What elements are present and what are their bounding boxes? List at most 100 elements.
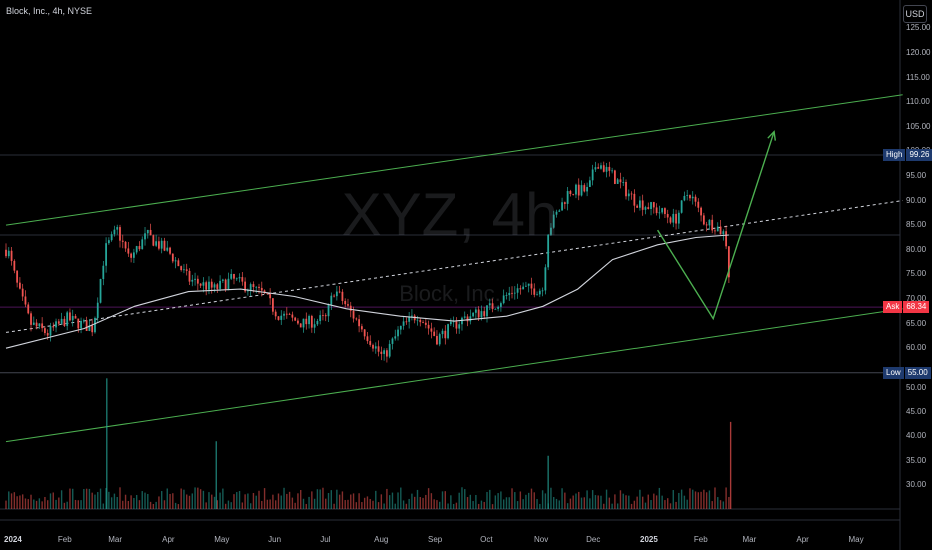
- candle-body: [569, 191, 572, 194]
- volume-bar: [616, 503, 619, 509]
- volume-bar: [575, 493, 577, 509]
- channel-mid-line: [5, 200, 903, 333]
- candle-body: [52, 326, 55, 328]
- candle-body: [449, 321, 452, 325]
- volume-bar: [419, 497, 421, 509]
- volume-bar: [697, 492, 700, 509]
- candle-body: [116, 227, 119, 230]
- volume-bar: [580, 497, 583, 509]
- volume-bar: [158, 496, 160, 509]
- candle-body: [444, 330, 447, 339]
- candle-body: [244, 281, 247, 292]
- candle-body: [44, 328, 46, 334]
- price-tick-label: 90.00: [906, 195, 927, 205]
- volume-bar: [541, 490, 544, 509]
- price-tick-label: 85.00: [906, 220, 927, 230]
- volume-bar: [355, 502, 358, 509]
- candle-body: [74, 315, 77, 319]
- time-tick-label: Aug: [374, 535, 389, 544]
- volume-bar: [728, 497, 730, 509]
- volume-bar: [352, 493, 355, 509]
- volume-bar: [116, 496, 118, 509]
- candle-body: [452, 321, 455, 323]
- candle-body: [472, 312, 474, 317]
- volume-bar: [199, 489, 202, 509]
- time-tick-label: Oct: [480, 535, 493, 544]
- volume-bar: [24, 498, 27, 509]
- candle-body: [641, 200, 644, 210]
- volume-bar: [322, 487, 324, 509]
- candle-body: [480, 311, 483, 318]
- volume-bar: [380, 494, 383, 509]
- volume-bar: [528, 492, 530, 509]
- volume-bar: [94, 494, 96, 509]
- price-tick-label: 105.00: [906, 121, 931, 131]
- volume-bar: [44, 496, 46, 509]
- candle-body: [96, 302, 99, 318]
- candle-body: [310, 315, 313, 328]
- volume-bar: [714, 487, 716, 509]
- volume-bar: [650, 500, 652, 509]
- candle-body: [427, 324, 430, 329]
- candle-body: [727, 246, 730, 278]
- volume-bar: [402, 500, 405, 509]
- volume-bar: [425, 494, 427, 509]
- volume-bar: [74, 499, 77, 509]
- candle-body: [180, 266, 183, 271]
- currency-button[interactable]: USD: [903, 5, 927, 23]
- low-marker-value: 55.00: [904, 366, 931, 379]
- candle-body: [558, 210, 561, 212]
- candle-body: [233, 273, 235, 279]
- time-tick-label: Apr: [162, 535, 175, 544]
- volume-bar: [717, 497, 719, 509]
- volume-bar: [336, 489, 338, 509]
- volume-bar: [672, 490, 674, 509]
- candle-body: [433, 331, 436, 336]
- candle-body: [88, 325, 91, 331]
- candle-body: [82, 320, 85, 321]
- volume-bar: [41, 501, 43, 509]
- candle-body: [541, 290, 544, 292]
- volume-bar: [441, 491, 444, 509]
- volume-bar: [30, 494, 32, 509]
- volume-bar: [77, 500, 79, 509]
- volume-bar: [288, 491, 291, 509]
- volume-bar: [725, 487, 727, 509]
- volume-bar: [255, 495, 257, 509]
- candle-body: [330, 295, 333, 305]
- volume-bar: [591, 490, 594, 509]
- candle-body: [561, 202, 563, 211]
- candle-body: [525, 285, 527, 287]
- candle-body: [107, 240, 110, 244]
- volume-bar: [511, 488, 513, 509]
- candle-body: [63, 318, 66, 326]
- volume-bar: [564, 492, 566, 509]
- volume-bar: [302, 498, 305, 509]
- candle-body: [210, 281, 213, 288]
- volume-bar: [377, 502, 380, 509]
- projection-path: [657, 131, 775, 321]
- candle-body: [7, 250, 10, 257]
- candle-body: [474, 309, 477, 313]
- volume-bar: [316, 489, 319, 509]
- volume-bar: [280, 495, 282, 509]
- volume-bar: [655, 495, 658, 509]
- volume-bar: [66, 501, 68, 509]
- time-tick-label: 2025: [640, 535, 658, 544]
- volume-bar: [319, 489, 321, 509]
- volume-bar: [144, 492, 146, 509]
- price-tick-label: 95.00: [906, 170, 927, 180]
- volume-bar: [502, 499, 505, 509]
- volume-bar: [213, 496, 216, 509]
- candle-body: [135, 246, 138, 253]
- candle-body: [224, 279, 227, 290]
- candle-body: [577, 184, 580, 196]
- volume-bar: [439, 501, 441, 509]
- candle-body: [30, 313, 32, 325]
- volume-bar: [350, 494, 352, 509]
- volume-bar: [297, 493, 299, 509]
- volume-bar: [63, 502, 66, 509]
- volume-bar: [436, 500, 438, 509]
- volume-bar: [705, 492, 708, 509]
